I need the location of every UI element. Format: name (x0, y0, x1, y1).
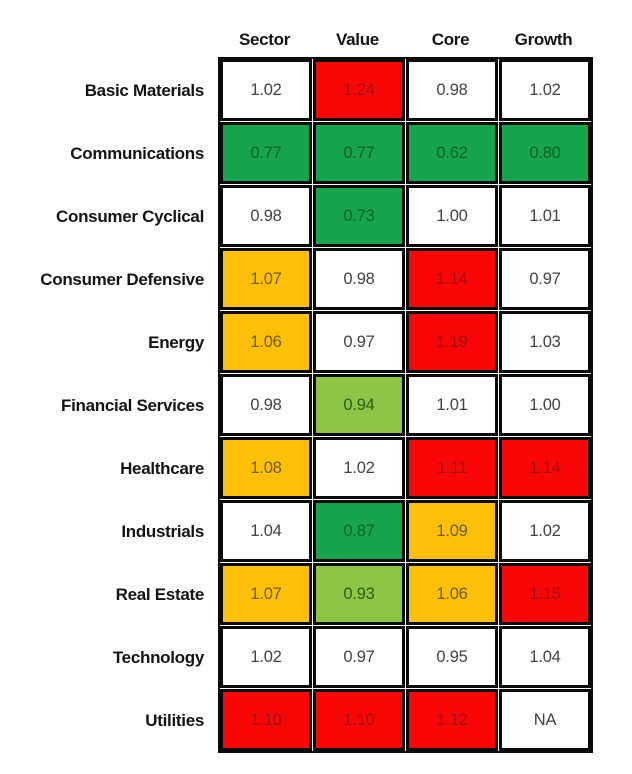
heatmap-cell: 0.73 (313, 185, 405, 247)
heatmap-cell: 0.77 (220, 122, 312, 184)
heatmap-cell: 1.02 (499, 500, 591, 562)
heatmap-cell: 0.97 (313, 311, 405, 373)
column-header-value: Value (336, 30, 379, 49)
heatmap-cell: 1.02 (220, 626, 312, 688)
heatmap-cell: 0.94 (313, 374, 405, 436)
row-label: Consumer Cyclical (56, 206, 204, 226)
heatmap-cell: 1.08 (220, 437, 312, 499)
heatmap-cell: 1.07 (220, 563, 312, 625)
heatmap-cell: 1.06 (406, 563, 498, 625)
row-label: Real Estate (115, 584, 205, 604)
heatmap-cell: 0.80 (499, 122, 591, 184)
heatmap-cell: 1.06 (220, 311, 312, 373)
heatmap-cell: 1.09 (406, 500, 498, 562)
heatmap-cell: 1.10 (313, 689, 405, 751)
heatmap-cell: 1.00 (406, 185, 498, 247)
heatmap-cell: 1.10 (220, 689, 312, 751)
row-label: Industrials (121, 521, 204, 541)
heatmap-cell: 1.02 (220, 59, 312, 121)
heatmap-cell: 1.15 (499, 563, 591, 625)
row-label: Basic Materials (84, 80, 205, 100)
column-header-growth: Growth (514, 30, 573, 49)
row-label: Healthcare (120, 458, 204, 478)
heatmap-cell: 1.01 (406, 374, 498, 436)
heatmap-cell: 0.62 (406, 122, 498, 184)
heatmap-cell: 1.11 (406, 437, 498, 499)
heatmap-cell: 1.01 (499, 185, 591, 247)
column-header-core: Core (431, 30, 470, 49)
row-label: Consumer Defensive (40, 269, 204, 289)
heatmap-cell: 1.00 (499, 374, 591, 436)
heatmap-grid: 1.02 1.24 0.98 1.02 0.77 0.77 0.62 0.80 0.98 0.73… (218, 57, 593, 753)
heatmap-cell: 0.98 (406, 59, 498, 121)
heatmap-cell: 1.14 (499, 437, 591, 499)
heatmap-cell: 1.02 (499, 59, 591, 121)
heatmap-cell: 0.98 (220, 185, 312, 247)
heatmap-body: Basic Materials Communications Consumer Cy… (0, 57, 632, 753)
heatmap-cell: NA (499, 689, 591, 751)
heatmap-cell: 1.07 (220, 248, 312, 310)
row-label: Financial Services (61, 395, 204, 415)
row-labels: Basic Materials Communications Consumer Cy… (0, 57, 218, 752)
column-header-row: Sector Value Core Growth (0, 0, 632, 57)
column-header-sector: Sector (238, 30, 291, 49)
heatmap-cell: 0.93 (313, 563, 405, 625)
heatmap-cell: 0.97 (499, 248, 591, 310)
heatmap-cell: 1.14 (406, 248, 498, 310)
heatmap-cell: 1.04 (220, 500, 312, 562)
heatmap-cell: 0.98 (313, 248, 405, 310)
heatmap-cell: 1.24 (313, 59, 405, 121)
row-label: Utilities (145, 710, 204, 730)
heatmap-cell: 0.97 (313, 626, 405, 688)
heatmap-cell: 0.87 (313, 500, 405, 562)
heatmap-cell: 1.04 (499, 626, 591, 688)
heatmap-cell: 1.02 (313, 437, 405, 499)
heatmap-cell: 1.12 (406, 689, 498, 751)
heatmap-cell: 1.03 (499, 311, 591, 373)
heatmap-cell: 0.77 (313, 122, 405, 184)
row-label: Energy (148, 332, 204, 352)
row-label: Technology (112, 647, 204, 667)
heatmap-cell: 1.19 (406, 311, 498, 373)
row-label: Communications (70, 143, 204, 163)
heatmap-cell: 0.98 (220, 374, 312, 436)
heatmap-cell: 0.95 (406, 626, 498, 688)
